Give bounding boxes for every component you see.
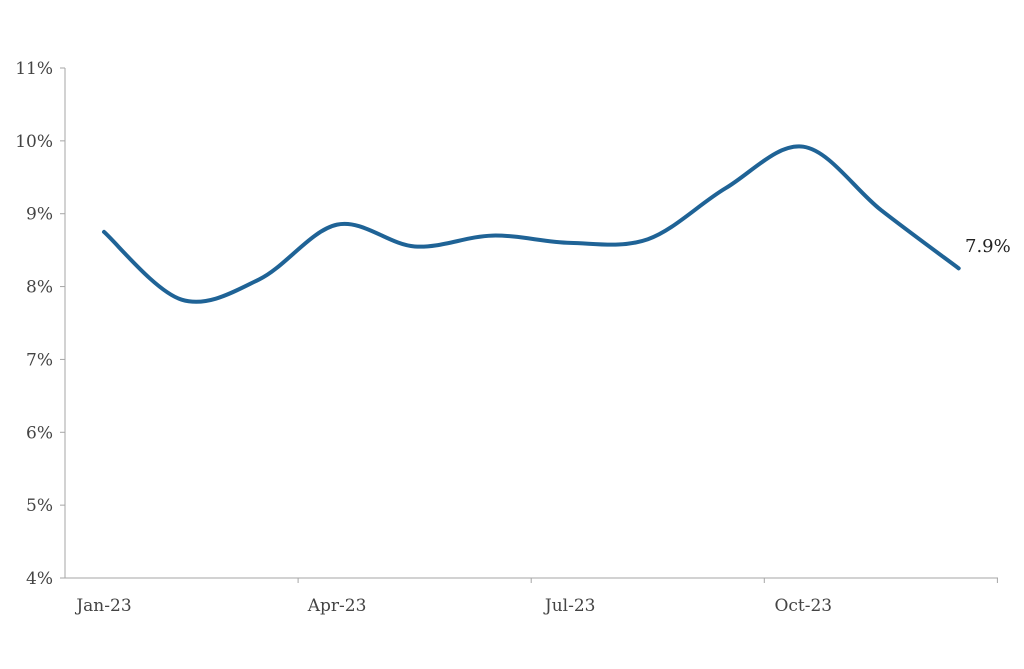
series-layer <box>102 144 961 304</box>
y-tick-label: 4% <box>26 569 53 589</box>
y-tick-label: 9% <box>26 205 53 225</box>
x-tick-label: Apr-23 <box>307 596 367 616</box>
x-axis: Jan-23 Apr-23 Jul-23 Oct-23 <box>65 577 998 616</box>
y-tick-label: 5% <box>26 496 53 516</box>
series-line <box>102 144 961 304</box>
end-value-label: 7.9% <box>965 236 1011 257</box>
x-tick-label: Jan-23 <box>74 596 131 616</box>
y-axis: 4% 5% 6% 7% 8% 9% 10% 11% <box>15 59 66 589</box>
y-tick-label: 10% <box>15 132 53 152</box>
x-tick-label: Oct-23 <box>774 596 832 616</box>
x-tick-label: Jul-23 <box>543 596 596 616</box>
y-tick-label: 6% <box>26 423 53 443</box>
y-tick-label: 11% <box>15 59 53 79</box>
y-tick-label: 8% <box>26 278 53 298</box>
y-tick-label: 7% <box>26 350 53 370</box>
